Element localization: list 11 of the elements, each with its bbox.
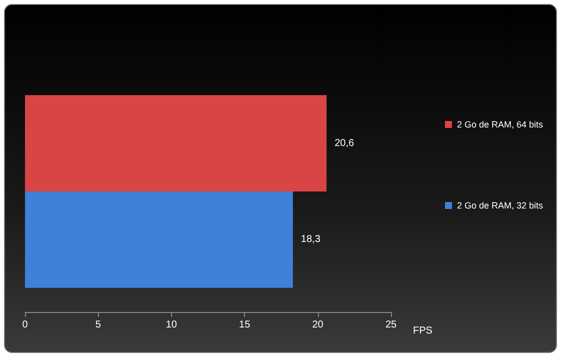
x-tick-label: 0: [22, 320, 28, 330]
x-tick-label: 5: [95, 320, 102, 330]
x-axis-title: FPS: [413, 326, 433, 336]
x-tick-label: 10: [166, 320, 178, 330]
legend-label: 2 Go de RAM, 64 bits: [456, 120, 544, 130]
legend-label: 2 Go de RAM, 32 bits: [456, 200, 544, 210]
x-tick-label: 20: [312, 320, 324, 330]
x-tick-label: 15: [239, 320, 251, 330]
x-tick-label: 25: [385, 320, 397, 330]
data-label: 20,6: [334, 138, 354, 149]
data-label: 18,3: [300, 234, 321, 246]
